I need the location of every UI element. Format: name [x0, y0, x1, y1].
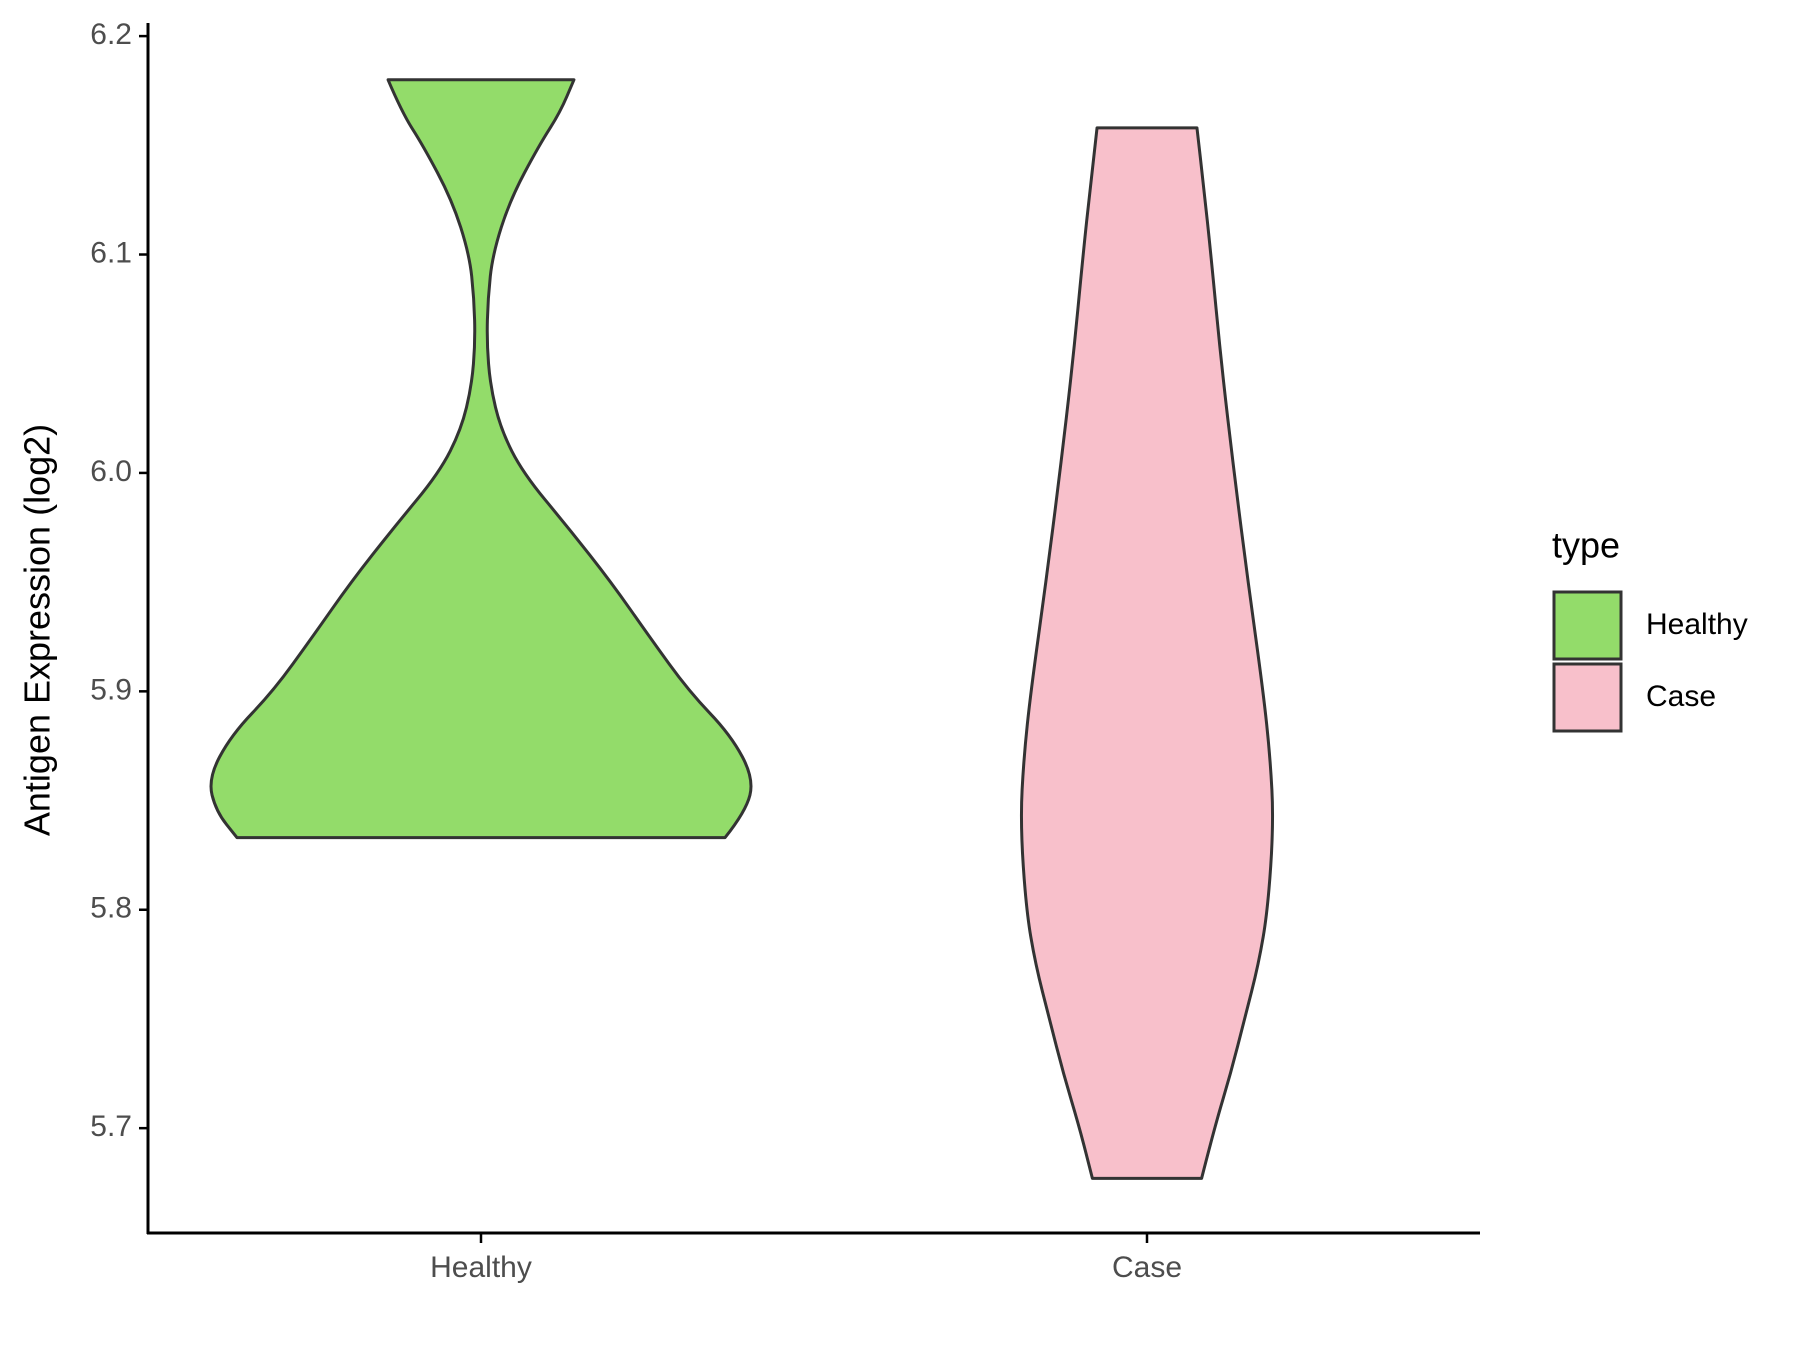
x-tick-label: Healthy: [430, 1251, 532, 1284]
legend-label: Healthy: [1646, 608, 1748, 641]
y-tick-label: 6.2: [90, 18, 132, 51]
y-tick-label: 6.0: [90, 455, 132, 488]
y-axis-title: Antigen Expression (log2): [17, 424, 58, 836]
y-tick-label: 5.9: [90, 673, 132, 706]
x-tick-label: Case: [1112, 1251, 1182, 1284]
y-tick-label: 5.8: [90, 892, 132, 925]
legend-key: [1552, 590, 1623, 661]
violin: [209, 78, 753, 840]
violin: [1019, 126, 1275, 1180]
y-tick-label: 5.7: [90, 1110, 132, 1143]
y-tick-label: 6.1: [90, 236, 132, 269]
legend-label: Case: [1646, 680, 1716, 713]
legend-key: [1552, 662, 1623, 733]
legend-title: type: [1552, 525, 1620, 566]
